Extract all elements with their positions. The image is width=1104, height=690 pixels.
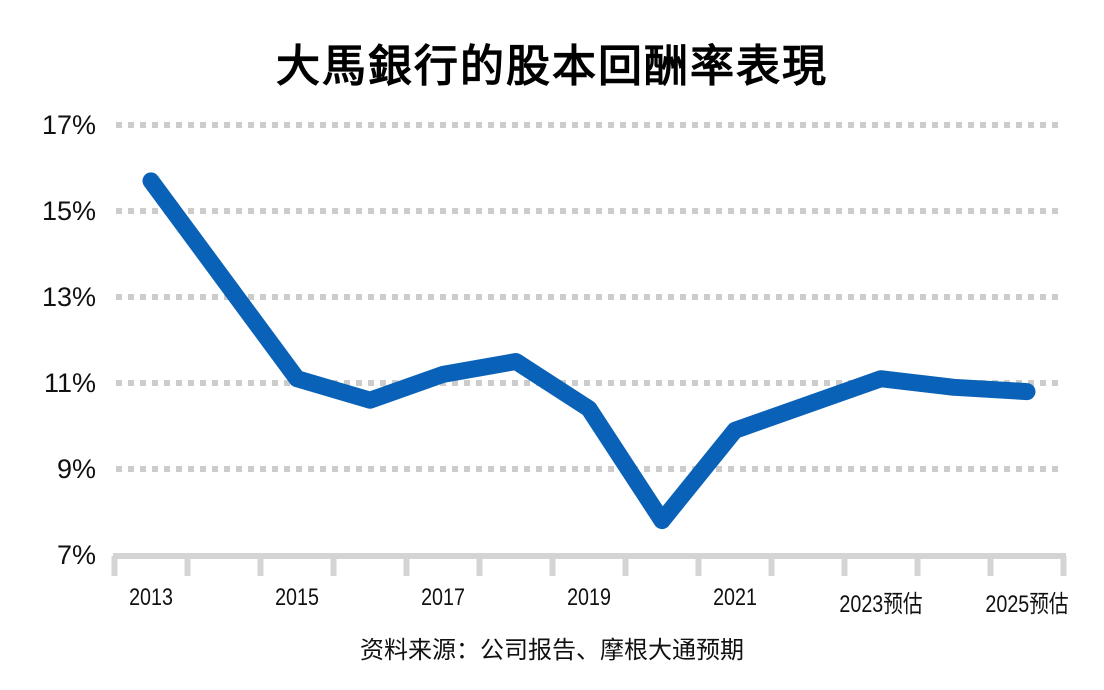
x-tick-label: 2017 <box>421 584 465 611</box>
chart-title: 大馬銀行的股本回酬率表現 <box>276 41 828 92</box>
y-tick-label: 7% <box>56 540 96 570</box>
x-tick-label: 2013 <box>129 584 173 611</box>
roe-line <box>142 172 1036 530</box>
y-tick-label: 15% <box>41 196 96 226</box>
x-tick-label: 2021 <box>713 584 757 611</box>
x-tick-label: 2015 <box>275 584 319 611</box>
source-note: 资料来源：公司报告、摩根大通预期 <box>360 636 744 664</box>
x-tick-label: 2025预估 <box>985 591 1069 618</box>
y-tick-label: 17% <box>41 110 96 140</box>
y-tick-label: 11% <box>43 368 96 398</box>
x-tick-label: 2023预估 <box>839 591 923 618</box>
y-tick-label: 13% <box>41 282 96 312</box>
y-tick-label: 9% <box>56 454 96 484</box>
gridlines <box>116 122 1064 472</box>
x-tick-label: 2019 <box>567 584 611 611</box>
x-axis <box>111 553 1067 576</box>
